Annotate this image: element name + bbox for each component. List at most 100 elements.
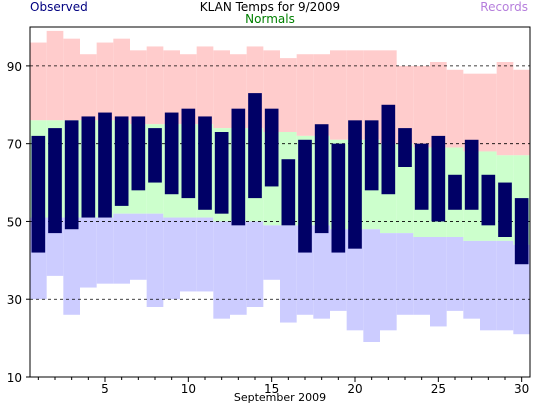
observed-bar bbox=[181, 108, 196, 199]
axes bbox=[26, 26, 531, 382]
record-high-band bbox=[296, 54, 314, 136]
legend-records: Records bbox=[480, 0, 528, 14]
record-low-band bbox=[263, 225, 280, 280]
record-high-band bbox=[346, 50, 364, 140]
record-low-band bbox=[80, 217, 97, 288]
record-high-band bbox=[280, 58, 297, 132]
observed-bar bbox=[498, 182, 512, 237]
observed-bar bbox=[164, 112, 179, 195]
record-low-band bbox=[163, 217, 180, 300]
observed-bar bbox=[281, 159, 296, 226]
x-tick-label: 15 bbox=[264, 382, 279, 396]
record-high-band bbox=[430, 62, 447, 148]
record-high-band bbox=[496, 62, 514, 156]
record-high-band bbox=[196, 46, 214, 125]
x-tick-label: 30 bbox=[514, 382, 529, 396]
observed-bar bbox=[464, 139, 479, 210]
record-low-band bbox=[63, 217, 80, 315]
record-high-band bbox=[446, 69, 464, 148]
record-high-band bbox=[463, 73, 480, 152]
x-tick-label: 25 bbox=[431, 382, 446, 396]
record-low-band bbox=[496, 240, 514, 331]
record-high-band bbox=[80, 54, 97, 121]
record-low-band bbox=[230, 221, 247, 315]
legend-normals: Normals bbox=[245, 12, 295, 26]
record-high-band bbox=[113, 38, 130, 121]
observed-bar bbox=[264, 108, 279, 187]
record-high-band bbox=[330, 50, 347, 140]
record-low-band bbox=[480, 240, 497, 331]
record-low-band bbox=[280, 225, 297, 323]
record-high-band bbox=[146, 46, 164, 125]
plot-frame bbox=[29, 26, 531, 378]
record-low-band bbox=[413, 237, 430, 315]
record-high-band bbox=[513, 69, 530, 156]
observed-bar bbox=[514, 198, 529, 265]
record-low-band bbox=[380, 233, 397, 331]
gridlines bbox=[30, 65, 530, 300]
observed-bar bbox=[314, 124, 329, 234]
tick-labels: 10 30 50 70 90 5 10 15 20 25 30 bbox=[7, 60, 530, 396]
observed-bar bbox=[431, 135, 446, 222]
chart-title: KLAN Temps for 9/2009 bbox=[199, 0, 341, 14]
x-tick-label: 5 bbox=[101, 382, 109, 396]
observed-bar bbox=[131, 116, 146, 191]
observed-bar bbox=[331, 143, 346, 253]
observed-bars bbox=[31, 93, 529, 265]
record-high-band bbox=[363, 50, 380, 140]
record-high-band bbox=[180, 54, 197, 125]
observed-bar bbox=[31, 135, 46, 253]
record-high-band bbox=[63, 38, 80, 121]
y-tick-label: 70 bbox=[7, 138, 22, 152]
record-low-band bbox=[130, 213, 147, 280]
record-high-band bbox=[213, 50, 230, 129]
observed-bar bbox=[398, 128, 412, 167]
record-high-band bbox=[130, 50, 147, 125]
record-low-band bbox=[363, 229, 380, 342]
record-low-band bbox=[346, 229, 364, 331]
observed-bar bbox=[364, 120, 379, 191]
record-low-band bbox=[213, 221, 230, 319]
record-high-band bbox=[96, 42, 114, 121]
record-low-band bbox=[113, 213, 130, 284]
observed-bar bbox=[298, 139, 312, 253]
y-tick-label: 50 bbox=[7, 215, 22, 229]
record-high-band bbox=[30, 42, 47, 121]
legend-observed: Observed bbox=[30, 0, 88, 14]
x-axis-label: September 2009 bbox=[234, 391, 326, 404]
observed-bar bbox=[48, 128, 62, 234]
observed-bar bbox=[148, 128, 162, 183]
observed-bar bbox=[214, 132, 229, 214]
observed-bar bbox=[198, 116, 212, 210]
observed-bar bbox=[381, 104, 396, 195]
observed-bar bbox=[231, 108, 246, 226]
record-low-band bbox=[396, 233, 414, 315]
observed-bar bbox=[448, 174, 462, 210]
y-tick-label: 90 bbox=[7, 60, 22, 74]
observed-bar bbox=[248, 93, 262, 199]
y-tick-label: 10 bbox=[7, 371, 22, 385]
record-low-band bbox=[313, 225, 330, 319]
record-low-band bbox=[463, 240, 480, 319]
observed-bar bbox=[348, 120, 362, 249]
observed-bar bbox=[81, 116, 96, 218]
record-low-band bbox=[513, 244, 530, 335]
record-high-band bbox=[46, 30, 64, 121]
record-low-band bbox=[196, 217, 214, 292]
record-low-band bbox=[246, 221, 264, 307]
observed-bar bbox=[414, 143, 429, 210]
observed-bar bbox=[98, 112, 112, 218]
record-high-band bbox=[396, 65, 414, 144]
x-tick-label: 10 bbox=[181, 382, 196, 396]
record-low-band bbox=[96, 217, 114, 284]
record-high-band bbox=[163, 50, 180, 125]
x-tick-label: 20 bbox=[347, 382, 362, 396]
record-low-band bbox=[446, 237, 464, 311]
record-high-band bbox=[480, 73, 497, 152]
record-low-band bbox=[180, 217, 197, 292]
observed-bar bbox=[114, 116, 129, 206]
record-high-band bbox=[413, 65, 430, 148]
observed-bar bbox=[64, 120, 79, 230]
record-low-band bbox=[146, 213, 164, 307]
